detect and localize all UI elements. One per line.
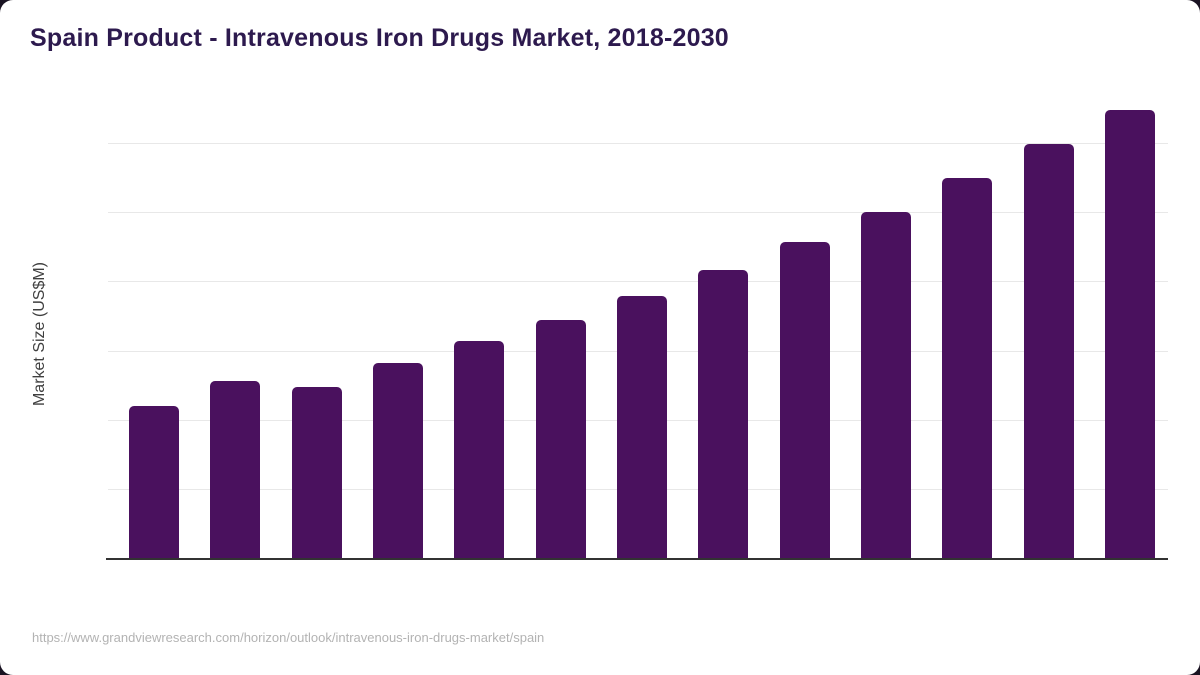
gridline xyxy=(108,281,1168,283)
bar-2023[interactable] xyxy=(535,319,586,558)
bar-2029[interactable] xyxy=(1023,144,1074,558)
bar-2022[interactable] xyxy=(454,341,505,558)
x-axis-line xyxy=(106,558,1168,560)
bar-2027[interactable] xyxy=(860,211,911,558)
bar-2026[interactable] xyxy=(779,242,830,558)
source-url: https://www.grandviewresearch.com/horizo… xyxy=(32,630,545,645)
gridline xyxy=(108,212,1168,214)
bar-2021[interactable] xyxy=(372,362,423,558)
bar-2019[interactable] xyxy=(210,380,261,558)
bar-2018[interactable] xyxy=(129,405,179,558)
chart-title: Spain Product - Intravenous Iron Drugs M… xyxy=(30,24,729,52)
bar-2020[interactable] xyxy=(291,386,342,558)
bar-2025[interactable] xyxy=(698,270,749,558)
bar-2024[interactable] xyxy=(616,296,667,558)
bar-2030[interactable] xyxy=(1104,110,1155,558)
gridline xyxy=(108,143,1168,145)
bar-2028[interactable] xyxy=(942,177,993,558)
